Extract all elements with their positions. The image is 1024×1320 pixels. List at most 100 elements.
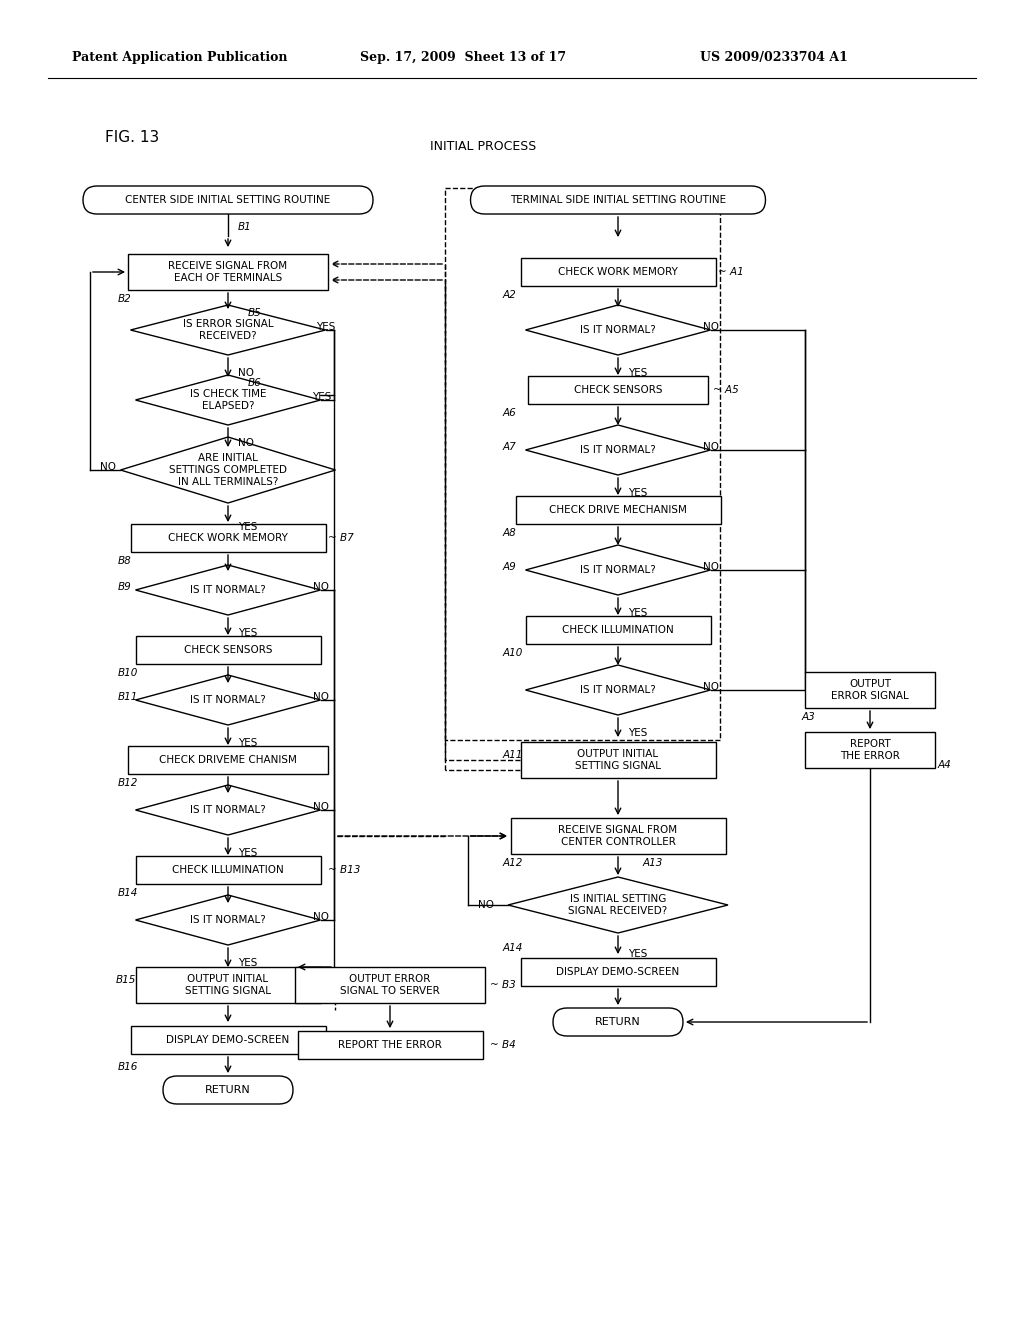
Text: A7: A7 (503, 442, 517, 451)
Text: B9: B9 (118, 582, 132, 591)
Text: NO: NO (313, 912, 329, 921)
Text: ARE INITIAL
SETTINGS COMPLETED
IN ALL TERMINALS?: ARE INITIAL SETTINGS COMPLETED IN ALL TE… (169, 453, 287, 487)
Text: OUTPUT ERROR
SIGNAL TO SERVER: OUTPUT ERROR SIGNAL TO SERVER (340, 974, 440, 995)
Text: YES: YES (238, 958, 257, 968)
Text: A14: A14 (503, 942, 523, 953)
Text: CHECK SENSORS: CHECK SENSORS (183, 645, 272, 655)
Text: OUTPUT
ERROR SIGNAL: OUTPUT ERROR SIGNAL (831, 680, 909, 701)
Bar (520, 257, 716, 286)
Bar (298, 1031, 482, 1059)
FancyBboxPatch shape (163, 1076, 293, 1104)
Text: YES: YES (628, 609, 647, 618)
Text: CHECK WORK MEMORY: CHECK WORK MEMORY (558, 267, 678, 277)
Text: B10: B10 (118, 668, 138, 678)
Bar (128, 253, 328, 290)
Text: NO: NO (313, 803, 329, 812)
Text: Sep. 17, 2009  Sheet 13 of 17: Sep. 17, 2009 Sheet 13 of 17 (360, 51, 566, 65)
Text: IS IT NORMAL?: IS IT NORMAL? (581, 565, 656, 576)
Text: RECEIVE SIGNAL FROM
EACH OF TERMINALS: RECEIVE SIGNAL FROM EACH OF TERMINALS (168, 261, 288, 282)
Text: RECEIVE SIGNAL FROM
CENTER CONTROLLER: RECEIVE SIGNAL FROM CENTER CONTROLLER (558, 825, 678, 847)
Text: IS IT NORMAL?: IS IT NORMAL? (190, 585, 266, 595)
Polygon shape (135, 375, 321, 425)
Text: DISPLAY DEMO-SCREEN: DISPLAY DEMO-SCREEN (166, 1035, 290, 1045)
Text: NO: NO (313, 692, 329, 702)
Bar (135, 855, 321, 884)
Text: REPORT THE ERROR: REPORT THE ERROR (338, 1040, 442, 1049)
Polygon shape (525, 305, 711, 355)
Polygon shape (135, 565, 321, 615)
Text: CHECK WORK MEMORY: CHECK WORK MEMORY (168, 533, 288, 543)
Polygon shape (525, 545, 711, 595)
Text: ~ B13: ~ B13 (328, 865, 360, 875)
Text: ~ B3: ~ B3 (490, 979, 516, 990)
Polygon shape (121, 437, 336, 503)
Polygon shape (525, 665, 711, 715)
Text: REPORT
THE ERROR: REPORT THE ERROR (840, 739, 900, 760)
Text: B15: B15 (116, 975, 136, 985)
Polygon shape (135, 785, 321, 836)
Text: NO: NO (703, 322, 719, 333)
Text: B12: B12 (118, 777, 138, 788)
Text: CENTER SIDE INITIAL SETTING ROUTINE: CENTER SIDE INITIAL SETTING ROUTINE (125, 195, 331, 205)
Text: US 2009/0233704 A1: US 2009/0233704 A1 (700, 51, 848, 65)
Text: YES: YES (628, 729, 647, 738)
Text: YES: YES (312, 392, 332, 403)
Bar (520, 742, 716, 777)
Text: RETURN: RETURN (595, 1016, 641, 1027)
Bar (511, 818, 725, 854)
Text: RETURN: RETURN (205, 1085, 251, 1096)
FancyBboxPatch shape (553, 1008, 683, 1036)
Text: NO: NO (100, 462, 116, 473)
Text: OUTPUT INITIAL
SETTING SIGNAL: OUTPUT INITIAL SETTING SIGNAL (575, 750, 662, 771)
Text: IS INITIAL SETTING
SIGNAL RECEIVED?: IS INITIAL SETTING SIGNAL RECEIVED? (568, 894, 668, 916)
Text: A12: A12 (503, 858, 523, 869)
Text: A2: A2 (503, 290, 517, 300)
Text: IS IT NORMAL?: IS IT NORMAL? (581, 325, 656, 335)
Text: DISPLAY DEMO-SCREEN: DISPLAY DEMO-SCREEN (556, 968, 680, 977)
Text: A13: A13 (643, 858, 664, 869)
FancyBboxPatch shape (470, 186, 766, 214)
Text: A6: A6 (503, 408, 517, 418)
Text: FIG. 13: FIG. 13 (105, 129, 160, 145)
Text: YES: YES (238, 738, 257, 748)
Text: Patent Application Publication: Patent Application Publication (72, 51, 288, 65)
Text: IS IT NORMAL?: IS IT NORMAL? (581, 685, 656, 696)
Text: NO: NO (478, 900, 494, 909)
Text: A11: A11 (503, 750, 523, 760)
Bar (128, 746, 328, 774)
Text: CHECK ILLUMINATION: CHECK ILLUMINATION (172, 865, 284, 875)
Text: TERMINAL SIDE INITIAL SETTING ROUTINE: TERMINAL SIDE INITIAL SETTING ROUTINE (510, 195, 726, 205)
Text: CHECK ILLUMINATION: CHECK ILLUMINATION (562, 624, 674, 635)
Text: CHECK SENSORS: CHECK SENSORS (573, 385, 663, 395)
Text: B6: B6 (248, 378, 262, 388)
Text: A8: A8 (503, 528, 517, 539)
Text: YES: YES (238, 628, 257, 638)
Text: B11: B11 (118, 692, 138, 702)
Text: ~ B4: ~ B4 (490, 1040, 516, 1049)
Text: NO: NO (238, 438, 254, 447)
Text: B2: B2 (118, 294, 132, 304)
Text: NO: NO (703, 682, 719, 692)
Text: A10: A10 (503, 648, 523, 657)
Text: A9: A9 (503, 562, 517, 572)
Bar (805, 672, 935, 708)
Text: NO: NO (703, 442, 719, 451)
Text: IS IT NORMAL?: IS IT NORMAL? (190, 805, 266, 814)
FancyBboxPatch shape (83, 186, 373, 214)
Text: B16: B16 (118, 1063, 138, 1072)
Text: IS IT NORMAL?: IS IT NORMAL? (190, 915, 266, 925)
Polygon shape (135, 675, 321, 725)
Bar (130, 524, 326, 552)
Text: ~ B7: ~ B7 (328, 533, 353, 543)
Polygon shape (130, 305, 326, 355)
Text: IS IT NORMAL?: IS IT NORMAL? (190, 696, 266, 705)
Polygon shape (135, 895, 321, 945)
Text: IS CHECK TIME
ELAPSED?: IS CHECK TIME ELAPSED? (189, 389, 266, 411)
Text: B5: B5 (248, 308, 262, 318)
Text: INITIAL PROCESS: INITIAL PROCESS (430, 140, 537, 153)
Text: NO: NO (313, 582, 329, 591)
Text: YES: YES (238, 521, 257, 532)
Text: NO: NO (238, 368, 254, 378)
Bar (525, 616, 711, 644)
Text: ~ A1: ~ A1 (718, 267, 743, 277)
